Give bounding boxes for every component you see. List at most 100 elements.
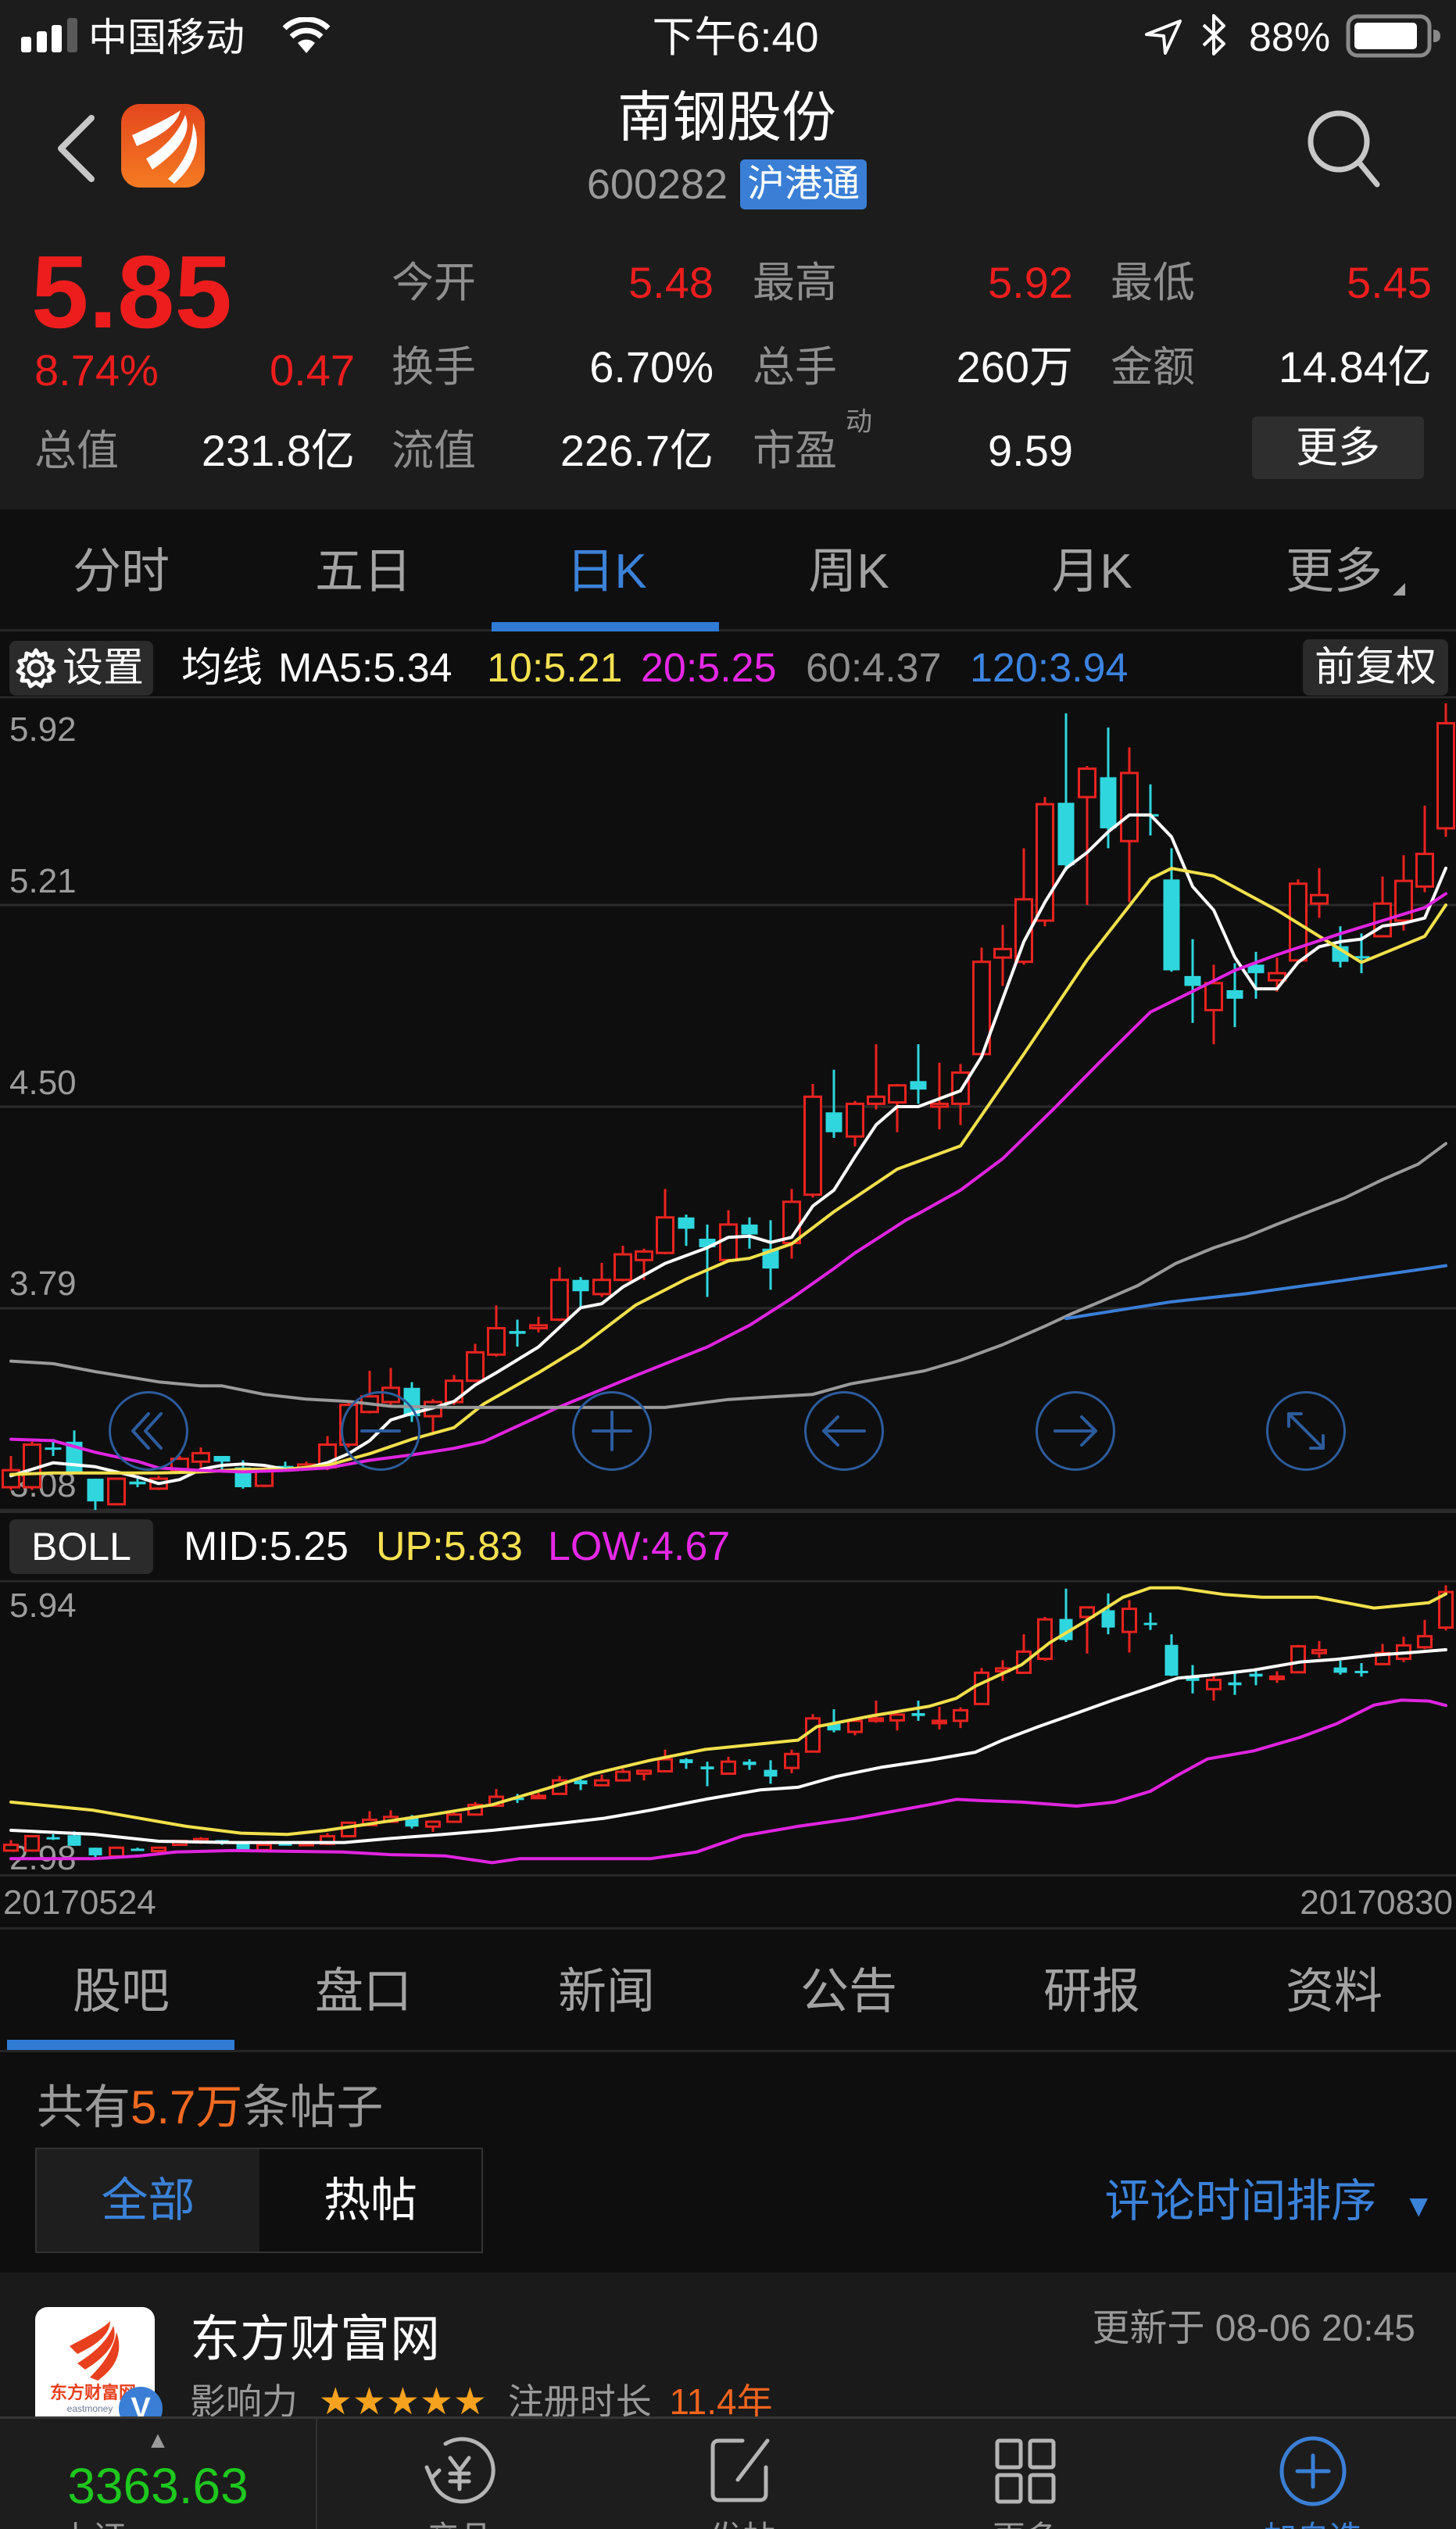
scroll-left-button[interactable] bbox=[804, 1391, 884, 1471]
add-watchlist-button[interactable]: 加自选 bbox=[1235, 2419, 1391, 2529]
zoom-out-button[interactable] bbox=[341, 1391, 420, 1471]
search-icon[interactable] bbox=[1305, 108, 1383, 189]
candle-down bbox=[1057, 713, 1075, 871]
high-label: 最高 bbox=[753, 259, 837, 306]
candle-down bbox=[88, 1848, 102, 1858]
app-logo-icon[interactable] bbox=[121, 104, 205, 188]
scroll-right-button[interactable] bbox=[1036, 1391, 1115, 1471]
candle-up bbox=[657, 1749, 673, 1772]
boll-chart[interactable]: 5.94 2.98 bbox=[0, 1580, 1456, 1877]
more-menu-button[interactable]: 更多 bbox=[947, 2419, 1104, 2529]
candle-up bbox=[487, 1305, 506, 1357]
candle-up bbox=[782, 1189, 801, 1259]
candle-up bbox=[109, 1846, 124, 1858]
filter-hot[interactable]: 热帖 bbox=[324, 2174, 417, 2227]
add-watchlist-label: 加自选 bbox=[1235, 2519, 1391, 2529]
tab-forum[interactable]: 股吧 bbox=[72, 1965, 170, 2019]
tab-weekly-k[interactable]: 周K bbox=[808, 545, 889, 599]
candle-up bbox=[1122, 1600, 1137, 1653]
products-button[interactable]: 产品 bbox=[381, 2419, 538, 2529]
tab-research[interactable]: 研报 bbox=[1043, 1965, 1140, 2019]
candle-down bbox=[131, 1848, 145, 1851]
candle-up bbox=[846, 1100, 864, 1146]
pe-dynamic-superscript: 动 bbox=[846, 407, 872, 437]
compose-post-button[interactable]: 发帖 bbox=[664, 2419, 821, 2529]
indicator-select-button[interactable]: BOLL bbox=[9, 1519, 153, 1574]
period-tabs: 分时 五日 日K 周K 月K 更多 bbox=[0, 510, 1456, 631]
candle-up bbox=[1438, 1585, 1454, 1631]
high-value: 5.92 bbox=[988, 258, 1073, 307]
candle-up bbox=[614, 1246, 632, 1282]
bluetooth-icon bbox=[1202, 14, 1225, 55]
market-cap-label: 总值 bbox=[34, 427, 119, 474]
quote-more-button[interactable]: 更多 bbox=[1252, 417, 1424, 479]
tab-more-periods[interactable]: 更多 bbox=[1285, 545, 1383, 599]
tab-daily-k[interactable]: 日K bbox=[566, 545, 647, 599]
registration-label: 注册时长 bbox=[507, 2381, 652, 2422]
tab-news[interactable]: 新闻 bbox=[557, 1965, 655, 2019]
candle-down bbox=[1247, 951, 1265, 999]
change-amount: 0.47 bbox=[270, 345, 355, 395]
candle-up bbox=[1204, 964, 1223, 1045]
current-price: 5.85 bbox=[31, 234, 232, 349]
tab-five-day[interactable]: 五日 bbox=[314, 545, 412, 599]
ma5-value: MA5:5.34 bbox=[278, 646, 453, 691]
avatar-logo-subtext: eastmoney bbox=[67, 2403, 113, 2414]
tab-monthly-k[interactable]: 月K bbox=[1051, 545, 1132, 599]
candle-down bbox=[1186, 1665, 1200, 1694]
turnover-label: 换手 bbox=[392, 344, 476, 391]
tab-intraday[interactable]: 分时 bbox=[72, 545, 170, 599]
caret-down-icon: ▼ bbox=[1403, 2189, 1434, 2223]
stock-header: 中国移动 下午6:40 88% 南钢股份 600282 沪港通 5.85 8.7… bbox=[0, 0, 1456, 510]
candle-up bbox=[531, 1793, 546, 1800]
candle-up bbox=[868, 1701, 884, 1723]
candle-up bbox=[592, 1262, 611, 1297]
settings-label: 设置 bbox=[63, 646, 145, 691]
x-axis-start-date: 20170524 bbox=[3, 1883, 156, 1922]
candle-down bbox=[1333, 1661, 1347, 1675]
index-ticker[interactable]: ▲ 3363.63 上证 bbox=[41, 2419, 275, 2529]
x-axis-end-date: 20170830 bbox=[1300, 1883, 1453, 1922]
zoom-out-icon bbox=[360, 1429, 401, 1433]
tab-order-book[interactable]: 盘口 bbox=[314, 1965, 412, 2019]
candle-up bbox=[721, 1757, 736, 1776]
ma60-line bbox=[9, 1142, 1447, 1409]
candle-up bbox=[1078, 765, 1096, 906]
compose-label: 发帖 bbox=[664, 2519, 821, 2529]
zoom-in-button[interactable] bbox=[572, 1391, 652, 1471]
location-arrow-icon bbox=[1145, 20, 1182, 55]
rewind-button[interactable] bbox=[109, 1391, 188, 1471]
y-axis-label: 5.92 bbox=[9, 710, 77, 749]
y-axis-label: 3.79 bbox=[9, 1264, 77, 1303]
post-list-item[interactable]: 东方财富网 eastmoney V 东方财富网 更新于 08-06 20:45 … bbox=[0, 2273, 1456, 2432]
candle-down bbox=[764, 1760, 778, 1784]
boll-y-axis-label: 5.94 bbox=[9, 1586, 77, 1625]
sort-dropdown[interactable]: 评论时间排序 ▼ bbox=[1104, 2174, 1434, 2229]
rewind-icon bbox=[131, 1412, 163, 1450]
candle-down bbox=[825, 1069, 842, 1139]
kline-chart[interactable]: 5.92 5.21 4.50 3.79 3.08 bbox=[0, 696, 1456, 1511]
candle-up bbox=[446, 1812, 462, 1823]
arrow-left-icon bbox=[822, 1415, 866, 1447]
back-chevron-icon[interactable] bbox=[55, 113, 98, 184]
candle-down bbox=[1226, 963, 1243, 1028]
stock-code-row: 600282 沪港通 bbox=[492, 159, 961, 209]
candle-down bbox=[1142, 784, 1159, 835]
divider bbox=[0, 1511, 1456, 1513]
fullscreen-button[interactable] bbox=[1266, 1391, 1346, 1471]
candle-down bbox=[678, 1214, 695, 1247]
open-value: 5.48 bbox=[628, 258, 714, 307]
filter-all[interactable]: 全部 bbox=[37, 2149, 259, 2252]
candle-up bbox=[867, 1044, 885, 1110]
registration-value: 11.4年 bbox=[669, 2381, 773, 2422]
zoom-in-icon bbox=[592, 1411, 632, 1451]
post-author-name[interactable]: 东方财富网 bbox=[190, 2311, 440, 2367]
open-label: 今开 bbox=[392, 259, 476, 306]
candle-down bbox=[509, 1319, 526, 1347]
candle-down bbox=[1143, 1612, 1157, 1630]
tab-announcements[interactable]: 公告 bbox=[800, 1965, 897, 2019]
price-adjust-button[interactable]: 前复权 bbox=[1303, 639, 1448, 696]
chart-settings-button[interactable]: 设置 bbox=[9, 641, 153, 696]
grid-icon bbox=[995, 2438, 1056, 2504]
tab-profile[interactable]: 资料 bbox=[1285, 1965, 1383, 2019]
